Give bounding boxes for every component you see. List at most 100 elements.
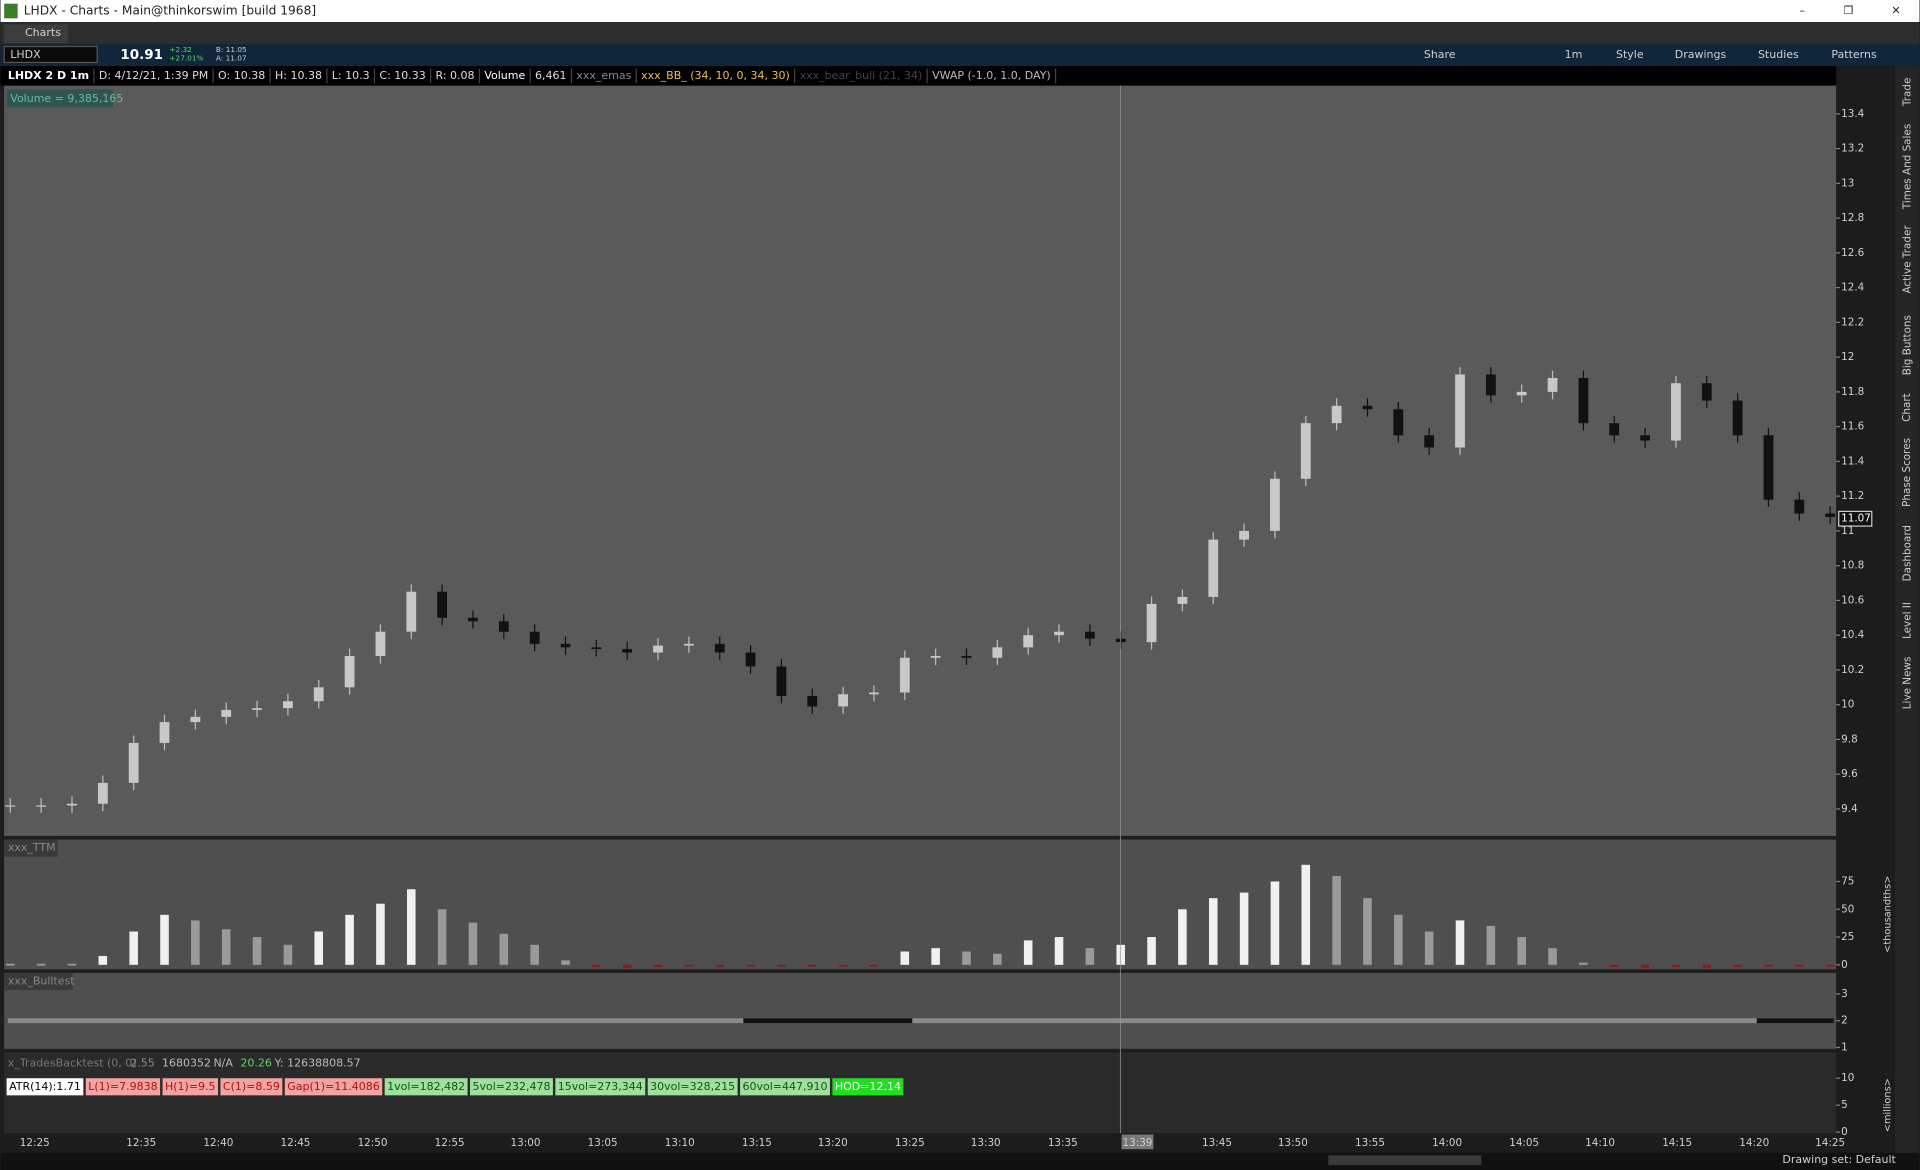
restore[interactable]: ❐ xyxy=(1844,4,1854,17)
x-tick-label: 13:25 xyxy=(895,1137,925,1149)
histogram-bar xyxy=(1764,964,1773,967)
x-tick-label: 13:39 xyxy=(1122,1137,1152,1149)
candle-body xyxy=(1640,435,1650,441)
sidebar-tab[interactable]: Level II xyxy=(1901,602,1913,639)
candle-body xyxy=(1146,603,1157,643)
histogram-bar xyxy=(777,964,786,967)
study-label-bg xyxy=(85,1078,161,1096)
y-tick-label: 11.2 xyxy=(1841,490,1864,502)
histogram-bar xyxy=(1795,964,1804,967)
scrollbar[interactable] xyxy=(1328,1155,1482,1166)
histogram-bar xyxy=(1301,864,1311,965)
histogram-bar xyxy=(160,914,169,965)
study-label-bg xyxy=(6,1078,84,1096)
sidebar-tab[interactable]: Trade xyxy=(1901,78,1913,107)
y-tick-label: 10.4 xyxy=(1841,629,1865,641)
sidebar-tab[interactable]: Live News xyxy=(1901,657,1913,710)
candle-body xyxy=(1794,499,1805,514)
sidebar-tab[interactable]: Chart xyxy=(1901,393,1913,422)
candle-body xyxy=(1578,377,1589,424)
study-label-bg xyxy=(470,1078,553,1096)
histogram-bar xyxy=(1270,881,1280,965)
x-tick-label: 12:55 xyxy=(435,1137,465,1149)
study-label: ATR(14):1.71 xyxy=(9,1080,81,1093)
study-label: HOD=12.14 xyxy=(835,1080,901,1093)
histogram-bar xyxy=(807,964,817,967)
sidebar-tab[interactable]: Phase Scores xyxy=(1901,438,1913,507)
candle-body xyxy=(1084,631,1095,639)
pane-title: xxx_Bulltest xyxy=(8,975,75,988)
status-bar xyxy=(0,1152,1920,1170)
backtest-field: 20.26 xyxy=(240,1057,272,1070)
symbol-box[interactable] xyxy=(3,45,98,64)
info-item: Volume xyxy=(484,69,525,82)
histogram-bar xyxy=(191,920,200,965)
histogram-bar xyxy=(468,922,478,965)
x-tick-label: 13:00 xyxy=(511,1137,541,1149)
candle-body xyxy=(1208,539,1219,597)
x-tick-label: 13:50 xyxy=(1278,1137,1308,1149)
sidebar-tab[interactable]: Dashboard xyxy=(1901,525,1913,581)
bid: B: 11.05 xyxy=(216,45,247,54)
candle-body xyxy=(1455,374,1465,448)
histogram-bar xyxy=(1054,937,1064,965)
candle-body xyxy=(745,652,756,667)
candle-body xyxy=(128,742,139,783)
sidebar-tab[interactable]: Big Buttons xyxy=(1901,315,1913,375)
toolbar xyxy=(0,44,1920,67)
candle-body xyxy=(1270,478,1280,531)
toolbar-button[interactable]: Studies xyxy=(1758,48,1799,61)
y-tick-label: 9.8 xyxy=(1841,733,1858,745)
histogram-bar xyxy=(1239,892,1249,965)
pane-title-bg xyxy=(4,972,73,991)
y-tick-label: 75 xyxy=(1841,875,1854,887)
toolbar-button[interactable]: Style xyxy=(1616,48,1644,61)
ask: A: 11.07 xyxy=(216,54,247,63)
y-tick-label: 11.4 xyxy=(1841,455,1865,467)
toolbar-button[interactable]: Drawings xyxy=(1675,48,1727,61)
histogram-bar xyxy=(252,937,262,965)
timeframe[interactable]: 1m xyxy=(1565,48,1583,61)
candle-body xyxy=(252,708,262,710)
volume-label: Volume = 9,385,165 xyxy=(10,92,123,105)
study-label: 15vol=273,344 xyxy=(558,1080,643,1093)
sidebar-tab[interactable]: Active Trader xyxy=(1901,225,1913,294)
candle-body xyxy=(1732,400,1743,436)
histogram-bar xyxy=(437,909,447,965)
histogram-bar xyxy=(561,960,570,965)
candle-body xyxy=(714,643,725,653)
candle-body xyxy=(97,782,108,804)
info-item: xxx_emas xyxy=(576,69,631,82)
candle-body xyxy=(529,631,540,644)
candle-body xyxy=(159,722,170,743)
histogram-bar xyxy=(1085,948,1095,965)
y-tick-label: 10 xyxy=(1841,1072,1854,1084)
y-tick-label: 9.4 xyxy=(1841,803,1858,815)
candle-body xyxy=(683,643,694,646)
histogram-bar xyxy=(900,951,910,965)
backtest-field: N/A xyxy=(213,1057,233,1070)
candle-body xyxy=(468,617,478,622)
candle-body xyxy=(560,643,571,648)
histogram-bar xyxy=(1609,964,1619,968)
minimize[interactable]: – xyxy=(1800,4,1806,17)
histogram-bar xyxy=(283,944,293,965)
close[interactable]: ✕ xyxy=(1891,4,1900,17)
candle-body xyxy=(591,647,602,650)
y-tick-label: 9.6 xyxy=(1841,768,1858,780)
toolbar-button[interactable]: Share xyxy=(1424,48,1456,61)
candle-body xyxy=(313,687,324,702)
info-item: 6,461 xyxy=(535,69,567,82)
y-tick-label: 3 xyxy=(1841,988,1848,1000)
y-axis-area xyxy=(1836,66,1896,1153)
histogram-bar xyxy=(684,964,694,967)
study-label-bg xyxy=(162,1078,219,1096)
toolbar-button[interactable]: Patterns xyxy=(1831,48,1877,61)
tab[interactable] xyxy=(4,24,68,43)
x-tick-label: 12:35 xyxy=(126,1137,156,1149)
y-tick-label: 1 xyxy=(1841,1041,1848,1053)
sidebar-tab[interactable]: Times And Sales xyxy=(1901,124,1913,210)
candle-body xyxy=(437,591,448,618)
candle-body xyxy=(1023,635,1034,648)
histogram-bar xyxy=(1178,909,1187,965)
